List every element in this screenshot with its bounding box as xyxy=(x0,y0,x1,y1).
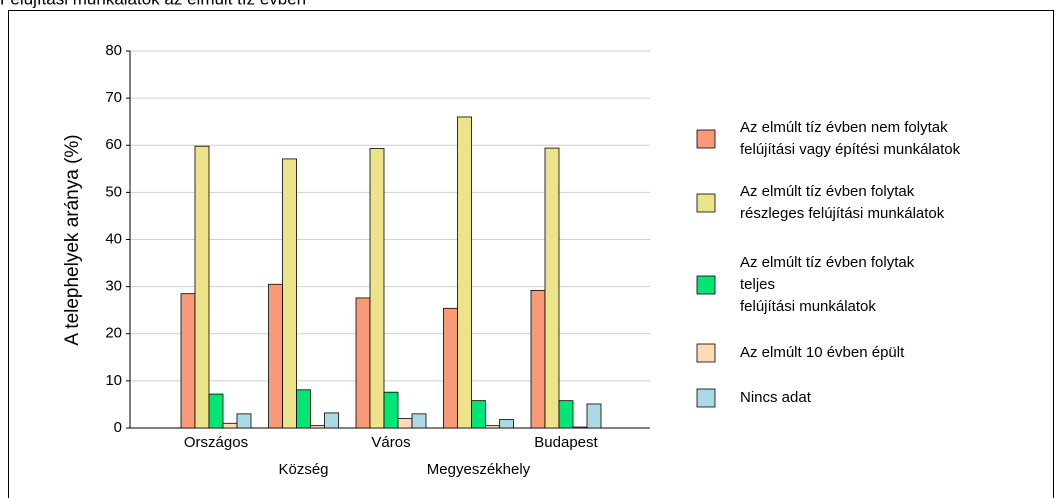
y-tick-label: 20 xyxy=(105,325,122,342)
legend-swatch xyxy=(696,193,716,213)
bar xyxy=(180,293,196,429)
y-tick-label: 40 xyxy=(105,230,122,247)
bar xyxy=(222,422,238,429)
legend-label: Az elmúlt tíz évben folytak teljes felújít… xyxy=(740,254,915,315)
bar xyxy=(324,412,339,429)
legend-swatch xyxy=(696,275,716,295)
y-tick-label: 80 xyxy=(105,42,122,59)
y-tick-label: 30 xyxy=(105,278,122,295)
x-tick-label: Országos xyxy=(184,434,248,451)
x-tick-label: Város xyxy=(371,434,410,451)
bar xyxy=(471,400,486,429)
bar xyxy=(397,418,413,429)
y-tick-label: 50 xyxy=(105,183,122,200)
legend-label: Nincs adat xyxy=(740,389,812,406)
bar xyxy=(485,425,500,429)
bar xyxy=(443,307,458,429)
bar xyxy=(457,116,472,429)
bar xyxy=(296,389,311,429)
bar xyxy=(558,400,574,429)
x-tick-label: Budapest xyxy=(534,434,598,451)
x-tick-label: Megyeszékhely xyxy=(427,461,531,478)
bar xyxy=(383,391,399,429)
y-tick-label: 0 xyxy=(114,419,122,436)
bar xyxy=(411,413,427,429)
bar xyxy=(268,283,283,429)
chart-title: Felújítási munkálatok az elmúlt tíz évbe… xyxy=(0,0,306,8)
legend-swatch xyxy=(696,343,716,363)
y-axis-label: A telephelyek aránya (%) xyxy=(62,134,83,345)
bar xyxy=(530,289,546,429)
y-tick-label: 70 xyxy=(105,89,122,106)
legend-swatch xyxy=(696,129,716,149)
bar xyxy=(369,148,385,429)
bar xyxy=(499,419,514,429)
bar xyxy=(355,297,371,429)
x-tick-label: Község xyxy=(278,461,328,478)
bar xyxy=(208,393,224,429)
bar xyxy=(586,403,602,429)
bar xyxy=(194,145,210,429)
y-tick-label: 60 xyxy=(105,136,122,153)
legend-label: Az elmúlt 10 évben épült xyxy=(740,344,905,361)
legend-swatch xyxy=(696,388,716,408)
legend-label: Az elmúlt tíz évben nem folytak felújítás… xyxy=(740,119,961,158)
y-tick-label: 10 xyxy=(105,372,122,389)
bar xyxy=(236,413,252,429)
bar xyxy=(572,426,588,429)
bar xyxy=(310,425,325,429)
bar xyxy=(282,158,297,429)
bar xyxy=(544,147,560,429)
legend-label: Az elmúlt tíz évben folytak részleges fel… xyxy=(740,183,945,222)
